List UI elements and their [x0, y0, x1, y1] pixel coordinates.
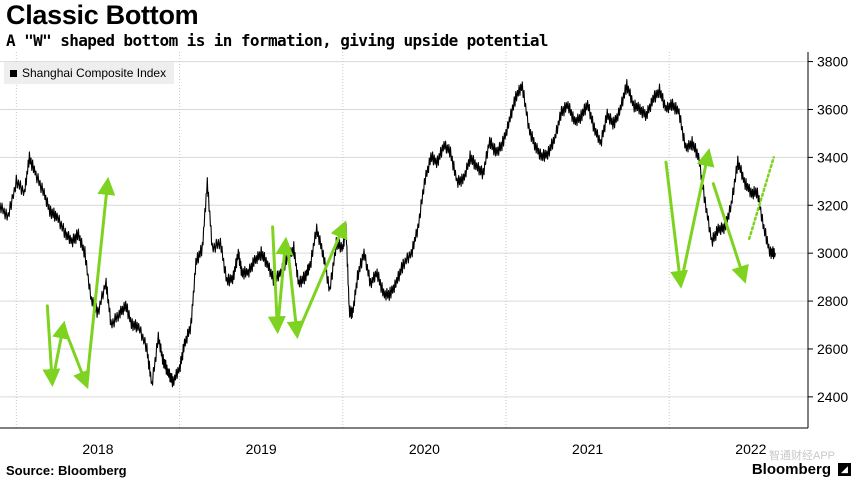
trend-arrow: [664, 160, 689, 289]
y-tick-label: 3000: [817, 245, 848, 261]
source-note: Source: Bloomberg: [6, 463, 127, 478]
projection-dotted-line: [747, 156, 775, 241]
legend-label: Shanghai Composite Index: [22, 66, 167, 80]
grid: [0, 52, 808, 428]
trend-arrow: [65, 333, 91, 390]
brand-logo-icon: ◢: [838, 463, 851, 476]
trend-arrow: [50, 320, 70, 384]
trend-arrow: [295, 220, 348, 337]
trend-arrow: [679, 148, 715, 286]
series-layer: [0, 78, 776, 388]
x-tick-label: 2018: [82, 441, 113, 457]
y-tick-label: 3200: [817, 197, 848, 213]
trend-arrow: [42, 304, 61, 387]
x-tick-label: 2019: [246, 441, 277, 457]
x-tick-label: 2020: [409, 441, 440, 457]
x-tick-label: 2022: [735, 441, 766, 457]
chart-title: Classic Bottom: [6, 0, 199, 30]
series-line: [0, 78, 776, 388]
trend-arrow: [711, 182, 749, 284]
y-tick-label: 3400: [817, 149, 848, 165]
x-tick-label: 2021: [572, 441, 603, 457]
trend-arrow: [85, 176, 116, 387]
legend-swatch: [10, 69, 17, 77]
brand-name: Bloomberg: [751, 461, 831, 478]
watermark: 智通财经APP: [768, 450, 835, 462]
trend-arrow: [275, 236, 294, 332]
y-tick-label: 3800: [817, 54, 848, 70]
trend-arrow: [285, 242, 305, 340]
axes: 2400 2600 2800 3000 3200 3400 3600 3800 2018 2019…: [0, 52, 848, 457]
legend: Shanghai Composite Index: [4, 62, 175, 84]
y-tick-label: 3600: [817, 101, 848, 117]
y-tick-label: 2400: [817, 389, 848, 405]
arrow-annotations: [42, 148, 775, 390]
chart-subtitle: A "W" shaped bottom is in formation, giv…: [6, 31, 549, 50]
y-tick-label: 2800: [817, 293, 848, 309]
trend-arrow: [267, 225, 286, 335]
y-tick-label: 2600: [817, 341, 848, 357]
